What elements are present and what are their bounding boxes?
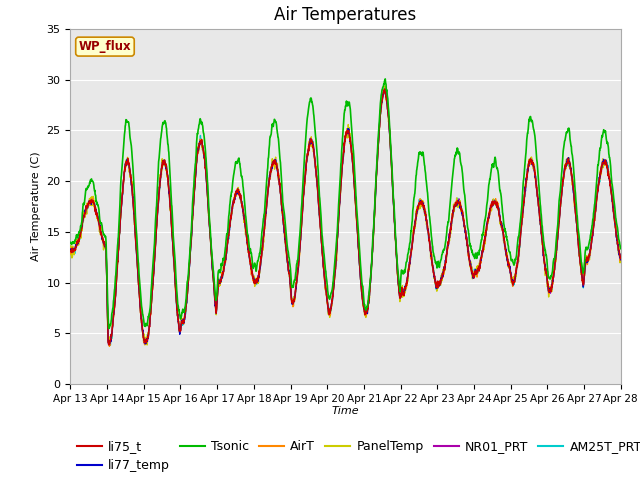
Title: Air Temperatures: Air Temperatures: [275, 6, 417, 24]
Legend: li75_t, li77_temp, Tsonic, AirT, PanelTemp, NR01_PRT, AM25T_PRT: li75_t, li77_temp, Tsonic, AirT, PanelTe…: [77, 440, 640, 472]
X-axis label: Time: Time: [332, 407, 360, 417]
Y-axis label: Air Temperature (C): Air Temperature (C): [31, 152, 41, 261]
Text: WP_flux: WP_flux: [79, 40, 131, 53]
